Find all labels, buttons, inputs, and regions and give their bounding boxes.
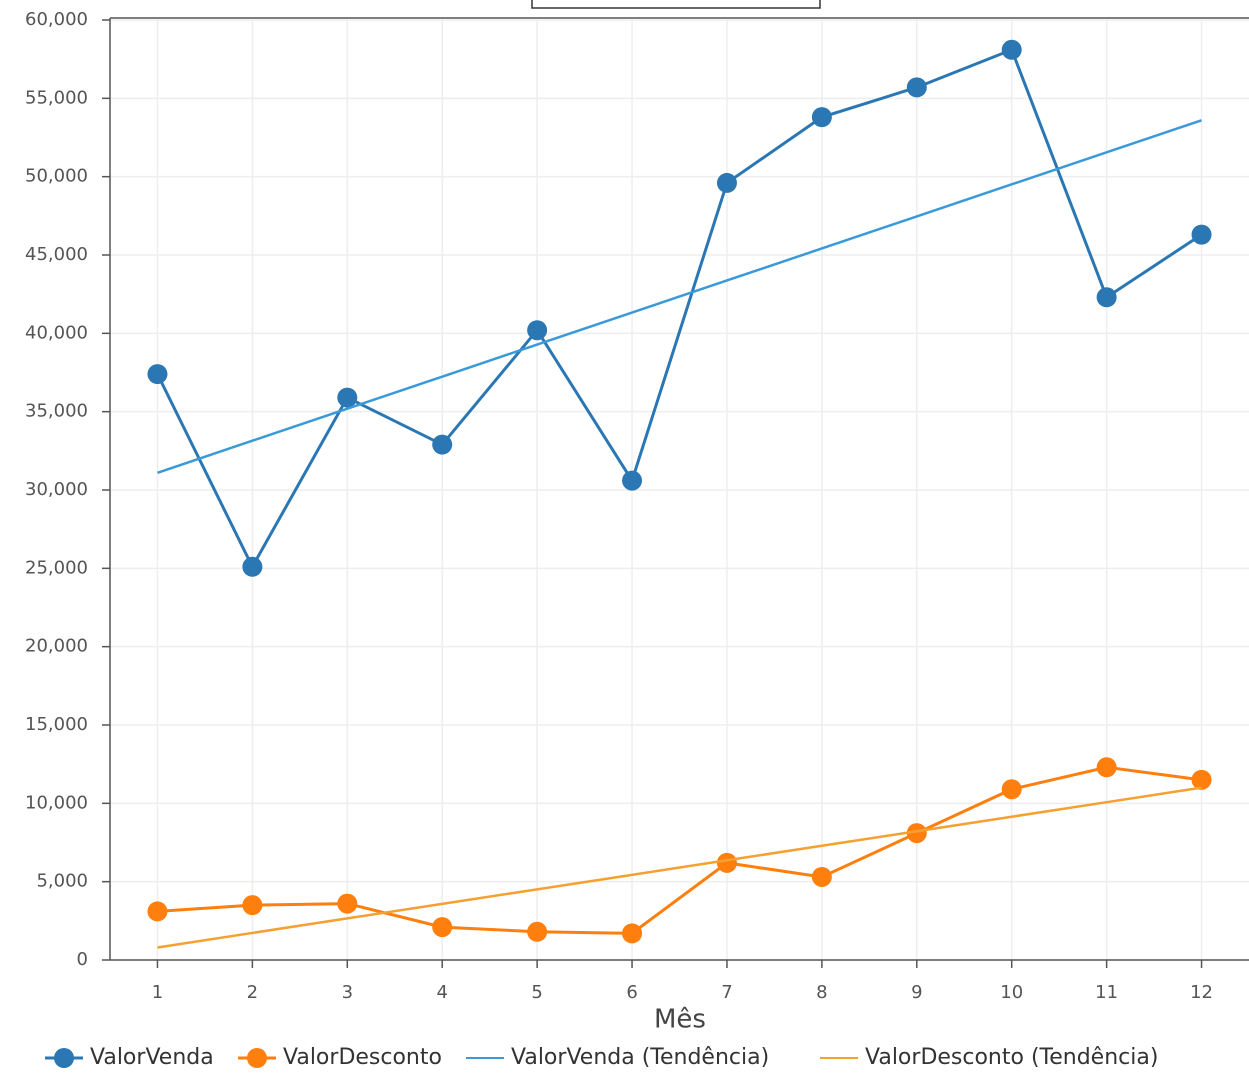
point	[716, 852, 737, 873]
point	[1001, 779, 1022, 800]
series-line	[157, 765, 1202, 935]
point	[811, 107, 832, 128]
x-tick-label: 9	[911, 982, 922, 1003]
x-tick-label: 7	[721, 982, 732, 1003]
series-line	[156, 47, 1203, 570]
point	[147, 364, 168, 385]
point	[337, 893, 358, 914]
point	[432, 434, 453, 455]
y-tick-label: 50,000	[25, 166, 88, 187]
point	[1096, 757, 1117, 778]
y-tick-label: 55,000	[25, 87, 88, 108]
x-tick-label: 10	[1000, 982, 1023, 1003]
point	[527, 320, 548, 341]
point	[1001, 39, 1022, 60]
x-tick-label: 4	[436, 982, 447, 1003]
legend: ValorVenda ValorDesconto ValorVenda (Tendê…	[45, 1045, 1158, 1070]
x-axis-title: Mês	[654, 1005, 706, 1035]
y-tick-label: 10,000	[25, 792, 88, 813]
grid: 0 5,000 10,000 15,000 20,000 25,000 30,000 35,0…	[25, 9, 1249, 1003]
y-tick-label: 35,000	[25, 401, 88, 422]
point	[906, 77, 927, 98]
plot	[147, 39, 1212, 949]
y-tick-label: 20,000	[25, 636, 88, 657]
y-tick-label: 40,000	[25, 322, 88, 343]
legend-label: ValorVenda (Tendência)	[511, 1045, 769, 1070]
y-tick-label: 30,000	[25, 479, 88, 500]
point	[716, 172, 737, 193]
point	[242, 895, 263, 916]
y-tick-label: 60,000	[25, 9, 88, 30]
y-tick-label: 45,000	[25, 244, 88, 265]
y-tick-label: 5,000	[36, 871, 88, 892]
x-tick-label: 5	[531, 982, 542, 1003]
point	[1191, 224, 1212, 245]
y-tick-label: 15,000	[25, 714, 88, 735]
point	[622, 923, 643, 944]
x-tick-label: 8	[816, 982, 827, 1003]
point	[622, 470, 643, 491]
legend-label: ValorDesconto	[283, 1045, 442, 1070]
legend-marker	[247, 1048, 267, 1068]
point	[242, 556, 263, 577]
x-tick-label: 3	[342, 982, 353, 1003]
point	[906, 823, 927, 844]
legend-label: ValorDesconto (Tendência)	[865, 1045, 1158, 1070]
point	[811, 866, 832, 887]
point	[1096, 287, 1117, 308]
y-tick-label: 25,000	[25, 557, 88, 578]
point	[1191, 769, 1212, 790]
y-tick-label: 0	[77, 949, 88, 970]
trend-line	[157, 119, 1202, 474]
x-tick-label: 12	[1190, 982, 1213, 1003]
point	[337, 387, 358, 408]
x-tick-label: 11	[1095, 982, 1118, 1003]
legend-label: ValorVenda	[90, 1045, 214, 1070]
trend-line	[157, 786, 1202, 949]
title-box	[531, 0, 821, 9]
point	[147, 901, 168, 922]
x-tick-label: 1	[152, 982, 163, 1003]
x-tick-label: 2	[247, 982, 258, 1003]
point	[527, 921, 548, 942]
x-tick-label: 6	[626, 982, 637, 1003]
legend-marker	[54, 1048, 74, 1068]
point	[432, 917, 453, 938]
